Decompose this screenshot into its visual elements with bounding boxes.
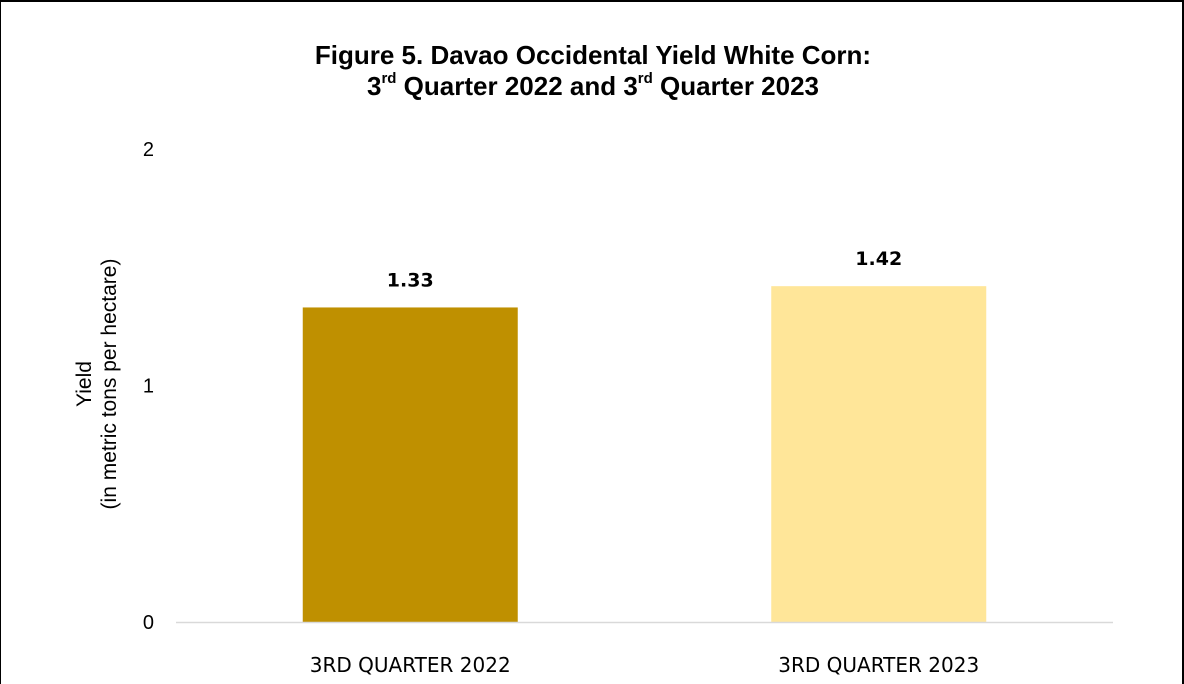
chart-title-line2-sup2: rd: [637, 70, 653, 88]
data-label: 1.33: [387, 269, 434, 291]
chart-title-line2: 3rd Quarter 2022 and 3rd Quarter 2023: [1, 70, 1182, 102]
chart-title-line2-part2: Quarter 2022 and 3: [396, 71, 638, 101]
bar: [771, 286, 987, 622]
x-tick-label: 3RD QUARTER 2022: [310, 653, 511, 677]
chart-title-line1: Figure 5. Davao Occidental Yield White C…: [314, 40, 872, 70]
y-tick-label: 2: [143, 139, 154, 161]
bar: [302, 307, 518, 622]
y-tick-label: 1: [143, 376, 154, 398]
x-tick-label: 3RD QUARTER 2023: [778, 653, 979, 677]
chart-title: Figure 5. Davao Occidental Yield White C…: [1, 40, 1182, 102]
chart-title-line2-part3: Quarter 2023: [652, 71, 820, 101]
y-tick-label: 0: [143, 612, 154, 634]
chart-title-line2-sup1: rd: [381, 70, 397, 88]
chart-title-line2-part1: 3: [366, 71, 382, 101]
data-label: 1.42: [855, 248, 902, 270]
